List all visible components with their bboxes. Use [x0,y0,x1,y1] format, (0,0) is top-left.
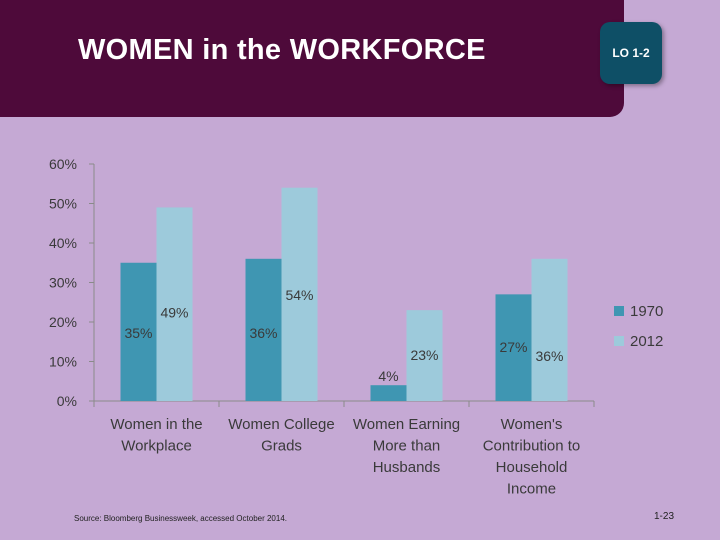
data-label: 27% [499,339,527,355]
data-label: 4% [378,368,398,384]
bar-1970-4 [495,294,532,401]
x-tick-label: Contribution to [483,438,581,455]
data-label: 35% [124,325,152,341]
source-note: Source: Bloomberg Businessweek, accessed… [74,514,288,523]
legend-swatch-1970 [614,306,624,316]
bar-1970-2 [245,258,282,401]
x-tick-label: More than [373,438,441,455]
data-label: 36% [249,325,277,341]
learning-objective-label: LO 1-2 [612,46,650,60]
data-label: 23% [410,347,438,363]
y-tick-label: 50% [49,196,77,212]
x-tick-label: Income [507,481,556,498]
y-tick-label: 10% [49,354,77,370]
data-label: 36% [535,348,563,364]
bar-1970-3 [370,385,407,401]
y-tick-label: 60% [49,156,77,172]
y-tick-label: 30% [49,275,77,291]
y-tick-label: 0% [57,393,77,409]
learning-objective-badge: LO 1-2 [600,22,662,84]
x-tick-label: Grads [261,438,302,455]
x-tick-label: Women's [501,416,563,433]
data-label: 49% [160,304,188,320]
title-banner: WOMEN in the WORKFORCE [0,0,624,117]
x-tick-label: Workplace [121,438,192,455]
bar-2012-3 [406,310,443,401]
x-tick-label: Women College [228,416,334,433]
x-tick-label: Women Earning [353,416,460,433]
x-tick-label: Women in the [110,416,202,433]
x-tick-label: Household [496,459,568,476]
page-number: 1-23 [654,511,675,522]
y-tick-label: 20% [49,314,77,330]
data-label: 54% [285,287,313,303]
legend-swatch-2012 [614,336,624,346]
x-tick-label: Husbands [373,459,441,476]
slide-title: WOMEN in the WORKFORCE [78,34,486,66]
bar-2012-1 [156,207,193,401]
bar-2012-2 [281,187,318,401]
y-tick-label: 40% [49,235,77,251]
bar-2012-4 [531,258,568,401]
legend-label: 1970 [630,303,663,320]
bar-1970-1 [120,262,157,401]
legend-label: 2012 [630,333,663,350]
